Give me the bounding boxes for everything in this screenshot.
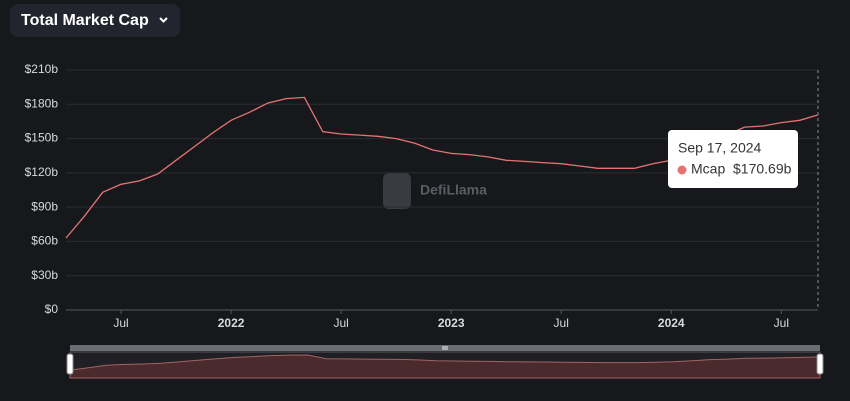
- tooltip-series: Mcap: [691, 161, 725, 177]
- y-tick-label: $210b: [25, 62, 59, 76]
- dropdown-chevron: [159, 17, 168, 23]
- tooltip-date: Sep 17, 2024: [678, 140, 762, 156]
- y-tick-label: $0: [45, 302, 59, 316]
- tooltip-box: [668, 130, 798, 188]
- y-tick-label: $180b: [25, 96, 59, 110]
- tooltip-swatch: [677, 165, 687, 175]
- chart-title: Total Market Cap: [21, 12, 149, 29]
- x-tick-label: 2023: [438, 316, 465, 330]
- x-tick-label: Jul: [554, 316, 569, 330]
- x-tick-label: Jul: [113, 316, 128, 330]
- x-tick-label: 2022: [218, 316, 245, 330]
- y-tick-label: $60b: [31, 234, 58, 248]
- y-tick-label: $150b: [25, 131, 59, 145]
- slider-area: [69, 354, 821, 379]
- x-tick-label: 2024: [658, 316, 685, 330]
- y-tick-label: $30b: [31, 268, 58, 282]
- tooltip-value: $170.69b: [733, 161, 792, 177]
- x-tick-label: Jul: [774, 316, 789, 330]
- watermark: DefiLlama: [420, 182, 487, 198]
- y-tick-label: $120b: [25, 165, 59, 179]
- slider-handle[interactable]: [66, 353, 74, 375]
- title-dropdown[interactable]: [10, 4, 180, 37]
- slider-handle[interactable]: [816, 353, 824, 375]
- watermark-logo: [383, 173, 411, 209]
- y-tick-label: $90b: [31, 199, 58, 213]
- x-tick-label: Jul: [333, 316, 348, 330]
